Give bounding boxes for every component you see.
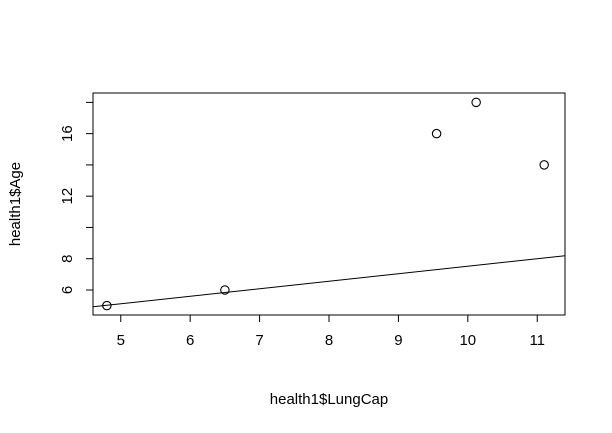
x-axis: 5 6 7 8 9 10 11 xyxy=(117,314,545,349)
x-axis-label: health1$LungCap xyxy=(270,391,388,408)
x-tick-label: 5 xyxy=(117,332,125,349)
x-tick-label: 6 xyxy=(186,332,194,349)
x-tick-label: 11 xyxy=(529,332,545,349)
data-point xyxy=(471,97,481,108)
data-points xyxy=(102,97,549,311)
data-point xyxy=(539,160,549,170)
y-axis: 6 8 12 16 xyxy=(59,101,94,294)
x-tick-label: 7 xyxy=(255,332,263,349)
x-tick-label: 9 xyxy=(394,332,402,349)
regression-line-group xyxy=(92,255,566,308)
y-tick-label: 6 xyxy=(59,286,76,294)
y-tick-label: 16 xyxy=(59,125,76,142)
data-point xyxy=(431,128,442,139)
y-axis-label: health1$Age xyxy=(7,162,24,246)
y-tick-label: 12 xyxy=(59,188,76,205)
y-tick-label: 8 xyxy=(59,255,76,263)
x-tick-label: 8 xyxy=(325,332,333,349)
x-tick-label: 10 xyxy=(459,332,476,349)
data-point xyxy=(220,285,230,295)
regression-line xyxy=(92,255,566,308)
